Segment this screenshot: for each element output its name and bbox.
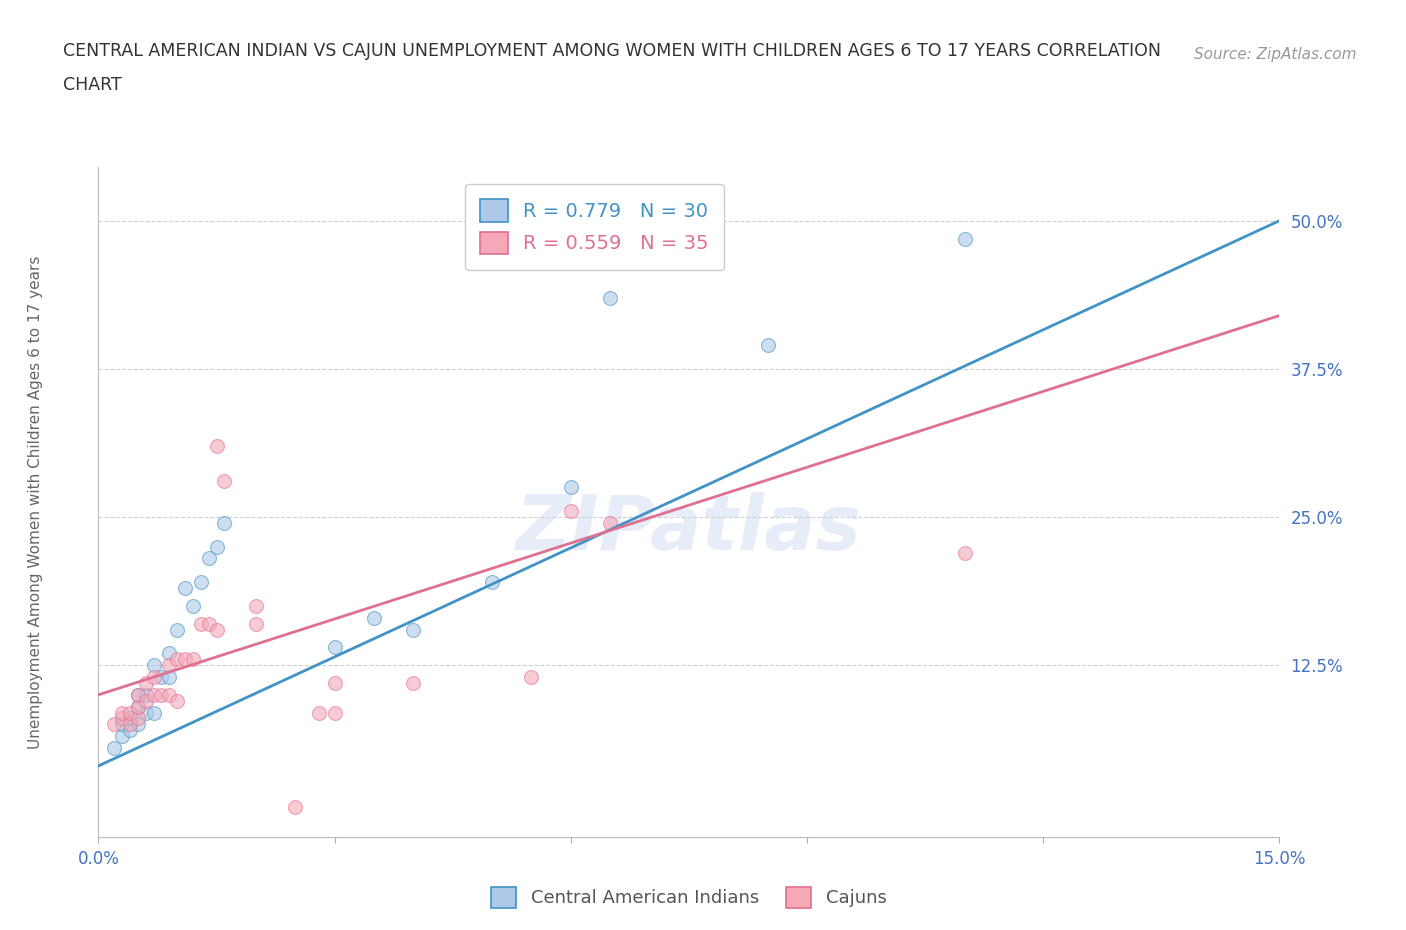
Point <box>363 610 385 625</box>
Point <box>323 640 346 655</box>
Point <box>150 687 173 702</box>
Point <box>197 551 219 566</box>
Point <box>118 717 141 732</box>
Text: Source: ZipAtlas.com: Source: ZipAtlas.com <box>1194 46 1357 61</box>
Point <box>142 687 165 702</box>
Point <box>135 675 157 690</box>
Point <box>560 504 582 519</box>
Point <box>181 599 204 614</box>
Point <box>174 580 197 595</box>
Point <box>245 599 267 614</box>
Point <box>118 723 141 737</box>
Point <box>142 670 165 684</box>
Point <box>142 705 165 720</box>
Point <box>953 231 976 246</box>
Point <box>127 687 149 702</box>
Point <box>402 622 425 637</box>
Point <box>166 693 188 708</box>
Point <box>111 729 134 744</box>
Point <box>481 575 503 590</box>
Point <box>205 438 228 453</box>
Point <box>197 617 219 631</box>
Text: CENTRAL AMERICAN INDIAN VS CAJUN UNEMPLOYMENT AMONG WOMEN WITH CHILDREN AGES 6 T: CENTRAL AMERICAN INDIAN VS CAJUN UNEMPLO… <box>63 42 1161 60</box>
Point <box>181 652 204 667</box>
Point <box>111 711 134 726</box>
Point <box>135 705 157 720</box>
Point <box>157 658 180 672</box>
Text: Unemployment Among Women with Children Ages 6 to 17 years: Unemployment Among Women with Children A… <box>28 256 42 749</box>
Point <box>190 575 212 590</box>
Point <box>174 652 197 667</box>
Point <box>111 717 134 732</box>
Point <box>127 699 149 714</box>
Point <box>135 687 157 702</box>
Point <box>157 645 180 660</box>
Point <box>205 622 228 637</box>
Point <box>118 711 141 726</box>
Point <box>111 705 134 720</box>
Point <box>103 740 125 755</box>
Point <box>560 480 582 495</box>
Point <box>135 693 157 708</box>
Point <box>214 515 236 530</box>
Point <box>118 705 141 720</box>
Point <box>157 687 180 702</box>
Point <box>323 705 346 720</box>
Point <box>402 675 425 690</box>
Legend: Central American Indians, Cajuns: Central American Indians, Cajuns <box>484 880 894 915</box>
Point <box>214 474 236 489</box>
Point <box>103 717 125 732</box>
Point <box>245 617 267 631</box>
Point <box>142 658 165 672</box>
Point <box>599 290 621 305</box>
Text: CHART: CHART <box>63 76 122 94</box>
Point <box>284 800 307 815</box>
Point <box>323 675 346 690</box>
Text: ZIPatlas: ZIPatlas <box>516 492 862 566</box>
Point <box>520 670 543 684</box>
Point <box>756 338 779 352</box>
Point <box>127 711 149 726</box>
Point <box>166 622 188 637</box>
Point <box>157 670 180 684</box>
Point <box>953 545 976 560</box>
Point <box>205 539 228 554</box>
Point <box>599 515 621 530</box>
Point <box>150 670 173 684</box>
Point <box>308 705 330 720</box>
Point <box>190 617 212 631</box>
Point <box>127 717 149 732</box>
Point <box>127 687 149 702</box>
Point <box>166 652 188 667</box>
Point <box>127 699 149 714</box>
